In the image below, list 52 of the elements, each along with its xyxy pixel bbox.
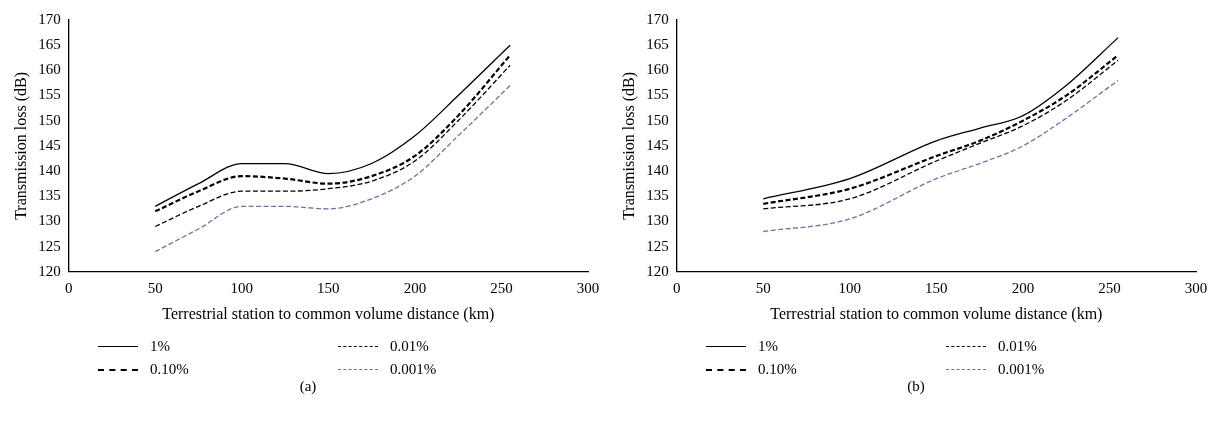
y-tick-label: 160 — [646, 61, 669, 78]
legend-label: 0.001% — [998, 361, 1045, 378]
y-tick-label: 130 — [38, 212, 61, 229]
legend-label: 0.01% — [998, 338, 1037, 355]
x-tick-label: 100 — [230, 279, 254, 296]
y-tick-label: 165 — [646, 36, 669, 53]
text: (a) — [298, 378, 318, 395]
x-tick-label: 300 — [1184, 279, 1208, 296]
legend-label: 1% — [758, 338, 778, 355]
line-series — [762, 79, 1119, 233]
y-tick-label: 125 — [646, 237, 669, 254]
y-tick-label: 120 — [38, 262, 61, 279]
x-tick-label: 200 — [403, 279, 427, 296]
y-tick-label: 140 — [38, 162, 61, 179]
y-tick-label: 140 — [646, 162, 669, 179]
y-tick-label: 150 — [38, 111, 61, 128]
legend-label: 0.10% — [758, 361, 797, 378]
x-tick-label: 150 — [317, 279, 340, 296]
y-tick-label: 160 — [38, 61, 61, 78]
x-axis-title: Terrestrial station to common volume distance (km) — [162, 304, 495, 323]
x-tick-label: 300 — [576, 279, 600, 296]
y-tick-label: 145 — [38, 136, 61, 153]
y-axis-title: Transmission loss (dB) — [11, 71, 30, 220]
y-tick-label: 125 — [38, 237, 61, 254]
legend-label: 0.001% — [390, 361, 437, 378]
x-tick-label: 250 — [490, 279, 513, 296]
y-tick-label: 170 — [38, 10, 61, 27]
x-tick-label: 250 — [1098, 279, 1121, 296]
y-tick-label: 150 — [646, 111, 669, 128]
y-tick-label: 165 — [38, 36, 61, 53]
y-tick-label: 155 — [646, 86, 669, 103]
x-tick-label: 150 — [925, 279, 948, 296]
legend-label: 0.10% — [150, 361, 189, 378]
y-tick-label: 135 — [646, 187, 669, 204]
y-tick-label: 170 — [646, 10, 669, 27]
legend-label: 0.01% — [390, 338, 429, 355]
text: (b) — [906, 378, 926, 395]
x-axis-title: Terrestrial station to common volume distance (km) — [770, 304, 1103, 323]
y-axis-title: Transmission loss (dB) — [619, 71, 638, 220]
x-tick-label: 200 — [1011, 279, 1035, 296]
y-tick-label: 120 — [646, 262, 669, 279]
x-tick-label: 0 — [672, 279, 681, 296]
y-tick-label: 135 — [38, 187, 61, 204]
y-tick-label: 145 — [646, 136, 669, 153]
x-tick-label: 50 — [755, 279, 771, 296]
x-tick-label: 50 — [147, 279, 163, 296]
y-tick-label: 130 — [646, 212, 669, 229]
x-tick-label: 0 — [64, 279, 73, 296]
x-tick-label: 100 — [838, 279, 862, 296]
line-series — [154, 84, 511, 253]
legend-label: 1% — [150, 338, 170, 355]
y-tick-label: 155 — [38, 86, 61, 103]
